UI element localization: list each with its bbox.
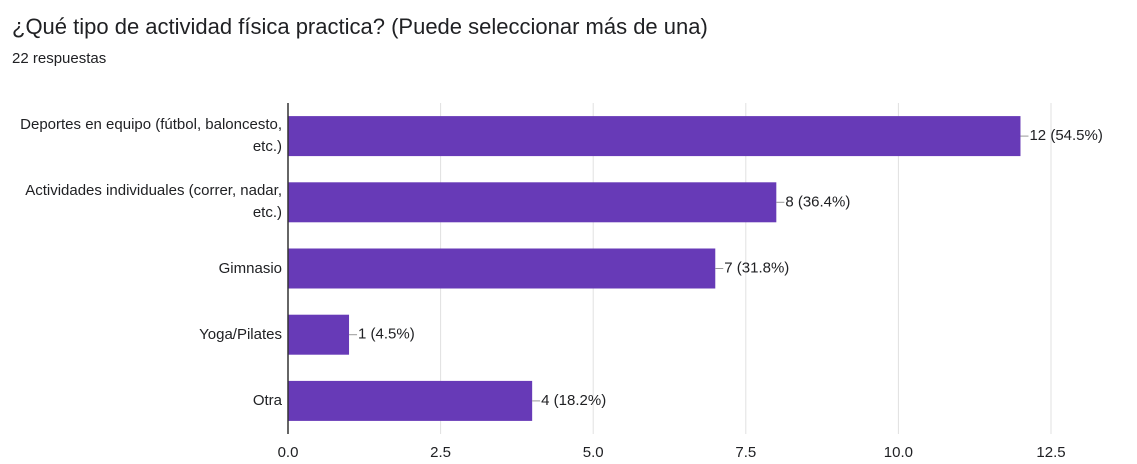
bar bbox=[288, 380, 533, 421]
category-label: Gimnasio bbox=[218, 259, 282, 277]
category-label: Actividades individuales (correr, nadar,… bbox=[25, 182, 282, 222]
x-tick-label: 7.5 bbox=[735, 444, 756, 461]
value-label: 8 (36.4%) bbox=[785, 193, 850, 210]
bar bbox=[288, 248, 716, 289]
category-label: Otra bbox=[252, 391, 282, 409]
chart-title: ¿Qué tipo de actividad física practica? … bbox=[12, 14, 708, 39]
x-tick-label: 5.0 bbox=[583, 444, 604, 461]
category-label: Yoga/Pilates bbox=[199, 325, 282, 343]
chart-subtitle: 22 respuestas bbox=[12, 50, 107, 67]
bar bbox=[288, 116, 1021, 157]
bar bbox=[288, 314, 350, 355]
value-label: 12 (54.5%) bbox=[1029, 127, 1102, 144]
category-label: Deportes en equipo (fútbol, baloncesto, … bbox=[20, 116, 282, 156]
x-tick-label: 10.0 bbox=[884, 444, 913, 461]
value-label: 7 (31.8%) bbox=[724, 259, 789, 276]
x-tick-label: 2.5 bbox=[430, 444, 451, 461]
x-tick-label: 12.5 bbox=[1036, 444, 1065, 461]
value-label: 4 (18.2%) bbox=[541, 392, 606, 409]
x-tick-label: 0.0 bbox=[278, 444, 299, 461]
bar bbox=[288, 182, 777, 223]
value-label: 1 (4.5%) bbox=[358, 326, 415, 343]
